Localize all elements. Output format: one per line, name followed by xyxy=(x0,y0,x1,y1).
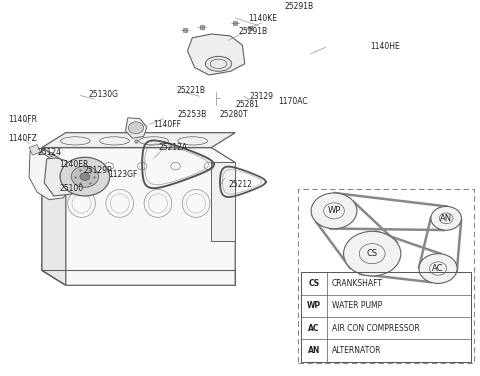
Polygon shape xyxy=(188,34,245,75)
Circle shape xyxy=(60,157,110,196)
Text: 1140KE: 1140KE xyxy=(249,14,277,23)
Text: 25221B: 25221B xyxy=(177,86,205,96)
Circle shape xyxy=(80,173,90,180)
Text: 1140FZ: 1140FZ xyxy=(9,134,37,143)
Circle shape xyxy=(419,254,457,284)
Text: 1140ER: 1140ER xyxy=(59,160,89,169)
Text: 1140FR: 1140FR xyxy=(9,115,37,124)
Polygon shape xyxy=(125,118,147,138)
Text: 25212: 25212 xyxy=(228,180,252,189)
Text: AIR CON COMPRESSOR: AIR CON COMPRESSOR xyxy=(332,324,420,333)
Bar xyxy=(298,188,474,364)
Circle shape xyxy=(431,206,461,230)
Circle shape xyxy=(71,166,98,187)
Polygon shape xyxy=(42,133,235,147)
Text: 1170AC: 1170AC xyxy=(278,97,308,106)
Text: 25291B: 25291B xyxy=(284,2,313,11)
Polygon shape xyxy=(29,145,40,155)
Ellipse shape xyxy=(205,56,232,71)
Text: 25124: 25124 xyxy=(37,147,61,156)
Text: AC: AC xyxy=(308,324,320,333)
Text: 25281: 25281 xyxy=(235,100,259,109)
Text: 23129: 23129 xyxy=(250,92,274,101)
Text: 25280T: 25280T xyxy=(220,110,249,119)
Circle shape xyxy=(344,231,401,276)
Circle shape xyxy=(311,193,357,229)
Text: CS: CS xyxy=(308,279,319,288)
Bar xyxy=(300,272,471,362)
Text: AN: AN xyxy=(308,346,320,355)
Text: 25129P: 25129P xyxy=(84,166,112,175)
Text: WP: WP xyxy=(327,206,341,215)
Text: CRANKSHAFT: CRANKSHAFT xyxy=(332,279,383,288)
Text: ALTERNATOR: ALTERNATOR xyxy=(332,346,381,355)
Text: AN: AN xyxy=(440,214,452,223)
Polygon shape xyxy=(42,147,235,285)
Text: AC: AC xyxy=(432,264,444,273)
Text: 25130G: 25130G xyxy=(88,90,118,99)
Text: WATER PUMP: WATER PUMP xyxy=(332,301,382,310)
Circle shape xyxy=(128,122,144,134)
Text: 1123GF: 1123GF xyxy=(108,170,138,179)
Text: WP: WP xyxy=(307,301,321,310)
Text: 25100: 25100 xyxy=(60,184,84,193)
Text: 25253B: 25253B xyxy=(177,110,206,119)
Text: 1140HE: 1140HE xyxy=(370,42,399,51)
Text: 1140FF: 1140FF xyxy=(153,120,181,129)
Polygon shape xyxy=(44,158,80,196)
Text: 25212A: 25212A xyxy=(158,143,188,152)
Polygon shape xyxy=(211,162,235,241)
Polygon shape xyxy=(29,151,69,200)
Text: CS: CS xyxy=(367,249,378,258)
Text: 25291B: 25291B xyxy=(239,27,268,36)
Polygon shape xyxy=(42,147,66,285)
